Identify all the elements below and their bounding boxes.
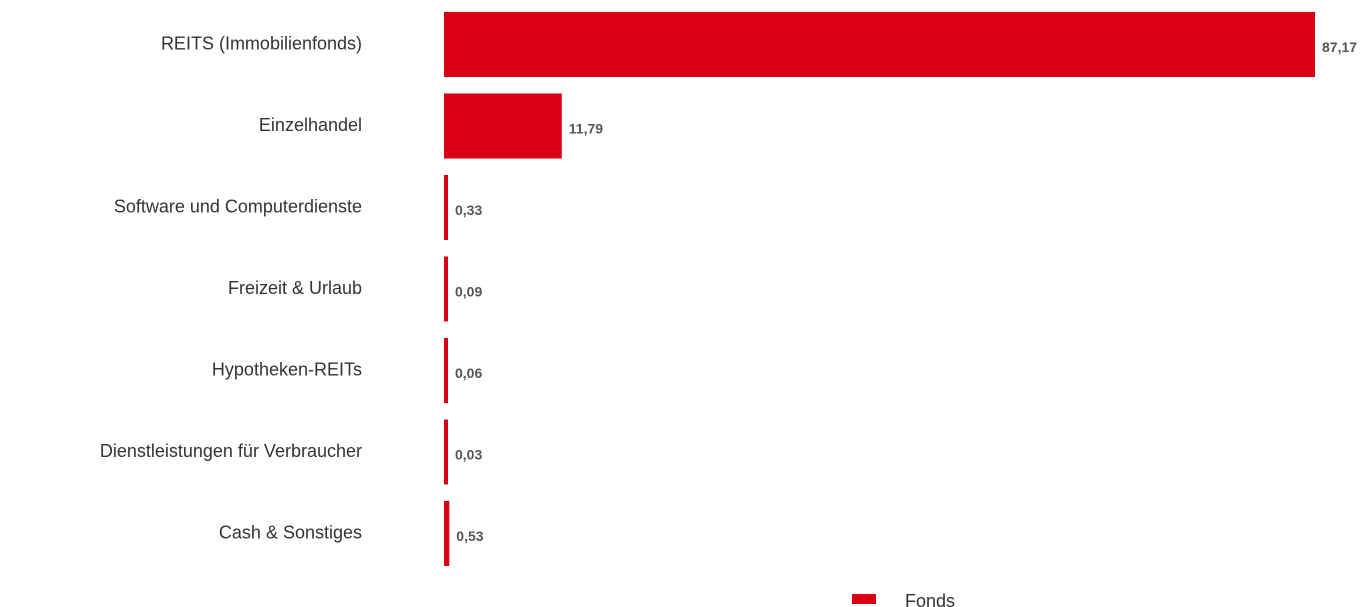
value-label-software-und-computerdienste: 0,33: [455, 202, 482, 218]
category-labels: REITS (Immobilienfonds) Einzelhandel Softw…: [100, 33, 362, 542]
category-label-software-und-computerdienste: Software und Computerdienste: [114, 196, 362, 216]
value-label-reits-immobilienfonds: 87,17: [1322, 39, 1357, 55]
category-label-freizeit-urlaub: Freizeit & Urlaub: [228, 278, 362, 298]
bar-hypotheken-reits: [444, 338, 448, 403]
value-label-freizeit-urlaub: 0,09: [455, 284, 482, 300]
category-label-dienstleistungen-für-verbraucher: Dienstleistungen für Verbraucher: [100, 441, 362, 461]
category-label-cash-sonstiges: Cash & Sonstiges: [219, 522, 362, 542]
category-label-einzelhandel: Einzelhandel: [259, 115, 362, 135]
value-label-dienstleistungen-für-verbraucher: 0,03: [455, 447, 482, 463]
bar-software-und-computerdienste: [444, 175, 448, 240]
bar-reits-immobilienfonds: [444, 12, 1315, 77]
value-label-cash-sonstiges: 0,53: [456, 528, 483, 544]
value-label-hypotheken-reits: 0,06: [455, 365, 482, 381]
value-labels: 87,17 11,79 0,33 0,09 0,06 0,03 0,53: [455, 39, 1357, 544]
category-label-hypotheken-reits: Hypotheken-REITs: [212, 359, 362, 379]
bar-dienstleistungen-für-verbraucher: [444, 419, 448, 485]
bar-freizeit-urlaub: [444, 256, 448, 322]
category-label-reits-immobilienfonds: REITS (Immobilienfonds): [161, 33, 362, 53]
value-label-einzelhandel: 11,79: [569, 121, 603, 137]
bar-einzelhandel: [444, 93, 562, 159]
bar-cash-sonstiges: [444, 501, 450, 566]
legend-label-fonds: Fonds: [905, 591, 955, 607]
legend[interactable]: Fonds: [852, 591, 955, 607]
legend-swatch-fonds: [852, 594, 876, 604]
bars-layer: [444, 12, 1315, 566]
